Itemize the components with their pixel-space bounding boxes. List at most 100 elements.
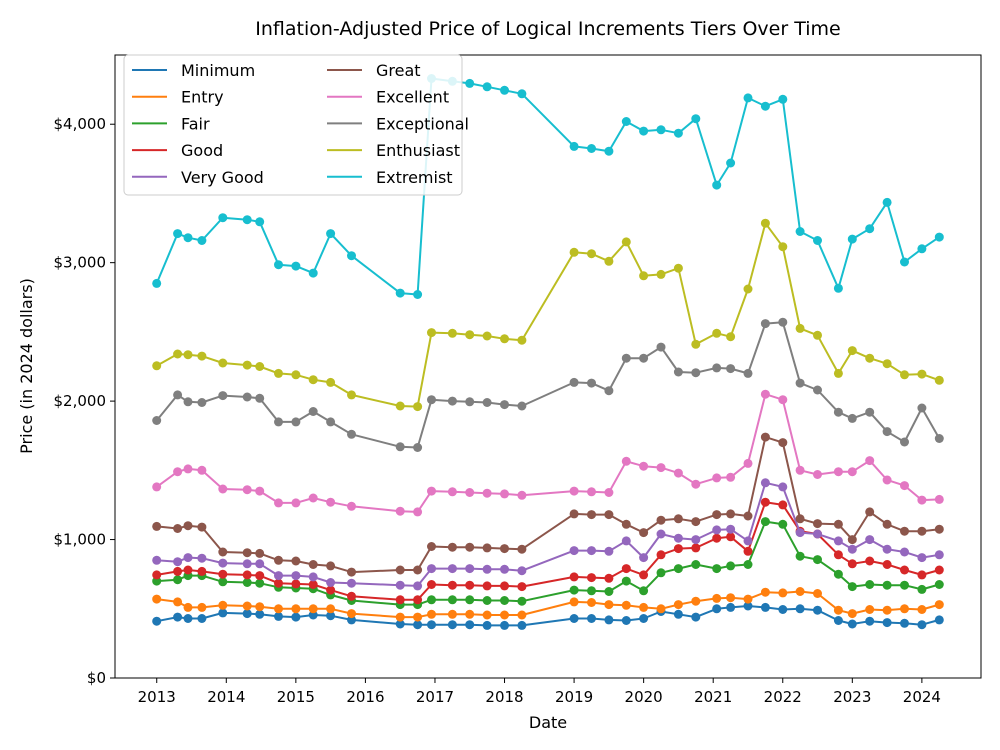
data-point (274, 555, 283, 565)
data-point (795, 514, 805, 524)
data-point (218, 558, 228, 568)
data-point (308, 407, 318, 416)
data-point (743, 284, 753, 294)
data-point (291, 261, 301, 271)
x-tick-label: 2017 (416, 688, 454, 706)
x-tick-label: 2024 (903, 688, 941, 706)
data-point (833, 616, 843, 625)
data-point (517, 610, 527, 620)
data-point (833, 569, 843, 579)
data-point (673, 514, 683, 524)
data-point (833, 467, 843, 477)
data-point (917, 369, 927, 379)
data-point (517, 566, 527, 576)
data-point (691, 560, 701, 569)
data-point (917, 570, 927, 580)
data-point (882, 427, 892, 437)
data-point (673, 533, 683, 543)
data-point (255, 559, 265, 569)
data-point (900, 437, 909, 447)
data-point (465, 564, 475, 574)
data-point (656, 125, 666, 135)
data-point (691, 368, 701, 378)
data-point (465, 397, 475, 407)
data-point (743, 458, 753, 468)
data-point (743, 594, 753, 604)
data-point (934, 580, 944, 589)
data-point (517, 582, 527, 592)
data-point (865, 616, 875, 626)
data-point (917, 526, 927, 536)
data-point (347, 609, 356, 619)
data-point (639, 461, 649, 471)
data-point (673, 263, 683, 273)
data-point (242, 485, 252, 495)
data-point (482, 331, 492, 341)
data-point (465, 620, 475, 630)
data-point (308, 375, 318, 385)
data-point (639, 586, 649, 596)
data-point (639, 614, 649, 623)
data-point (726, 364, 736, 374)
data-point (152, 416, 162, 425)
data-point (569, 377, 579, 387)
data-point (255, 486, 265, 496)
data-point (900, 257, 909, 267)
data-point (347, 567, 356, 577)
data-point (726, 593, 736, 603)
series-exceptional (152, 317, 944, 452)
data-point (639, 570, 649, 580)
data-point (900, 547, 909, 557)
data-point (656, 342, 666, 352)
data-point (712, 564, 722, 574)
data-point (760, 218, 770, 228)
legend-label: Good (181, 141, 223, 160)
data-point (778, 588, 788, 598)
legend-label: Minimum (181, 61, 255, 80)
data-point (934, 375, 944, 385)
data-point (152, 361, 162, 371)
data-point (152, 482, 162, 492)
legend-item: Minimum (132, 61, 255, 80)
x-tick-label: 2015 (277, 688, 315, 706)
data-point (447, 542, 457, 552)
data-point (218, 213, 228, 223)
series-very-good (152, 478, 944, 591)
data-point (242, 360, 252, 370)
x-tick-label: 2020 (625, 688, 663, 706)
data-point (326, 229, 336, 239)
data-point (500, 334, 509, 344)
data-point (517, 544, 527, 554)
data-point (274, 498, 283, 508)
data-point (291, 498, 301, 508)
data-point (813, 385, 822, 395)
y-tick-label: $1,000 (54, 531, 107, 549)
data-point (517, 490, 527, 500)
data-point (183, 233, 193, 243)
data-point (726, 561, 736, 571)
data-point (413, 507, 423, 517)
data-point (173, 349, 183, 359)
data-point (569, 509, 579, 519)
data-point (326, 497, 336, 507)
data-point (395, 612, 405, 622)
legend-label: Extremist (376, 168, 453, 187)
data-point (326, 377, 336, 387)
data-point (639, 271, 649, 281)
legend-item: Entry (132, 88, 224, 107)
data-point (900, 370, 909, 380)
legend-label: Exceptional (376, 114, 469, 133)
data-point (255, 217, 265, 227)
data-point (183, 397, 193, 407)
data-point (173, 557, 183, 567)
data-point (197, 236, 207, 245)
data-point (743, 546, 753, 556)
data-point (865, 456, 875, 466)
data-point (395, 595, 405, 605)
data-point (517, 89, 527, 99)
data-point (673, 600, 683, 610)
data-point (917, 605, 927, 614)
data-point (833, 550, 843, 560)
data-point (639, 353, 649, 363)
